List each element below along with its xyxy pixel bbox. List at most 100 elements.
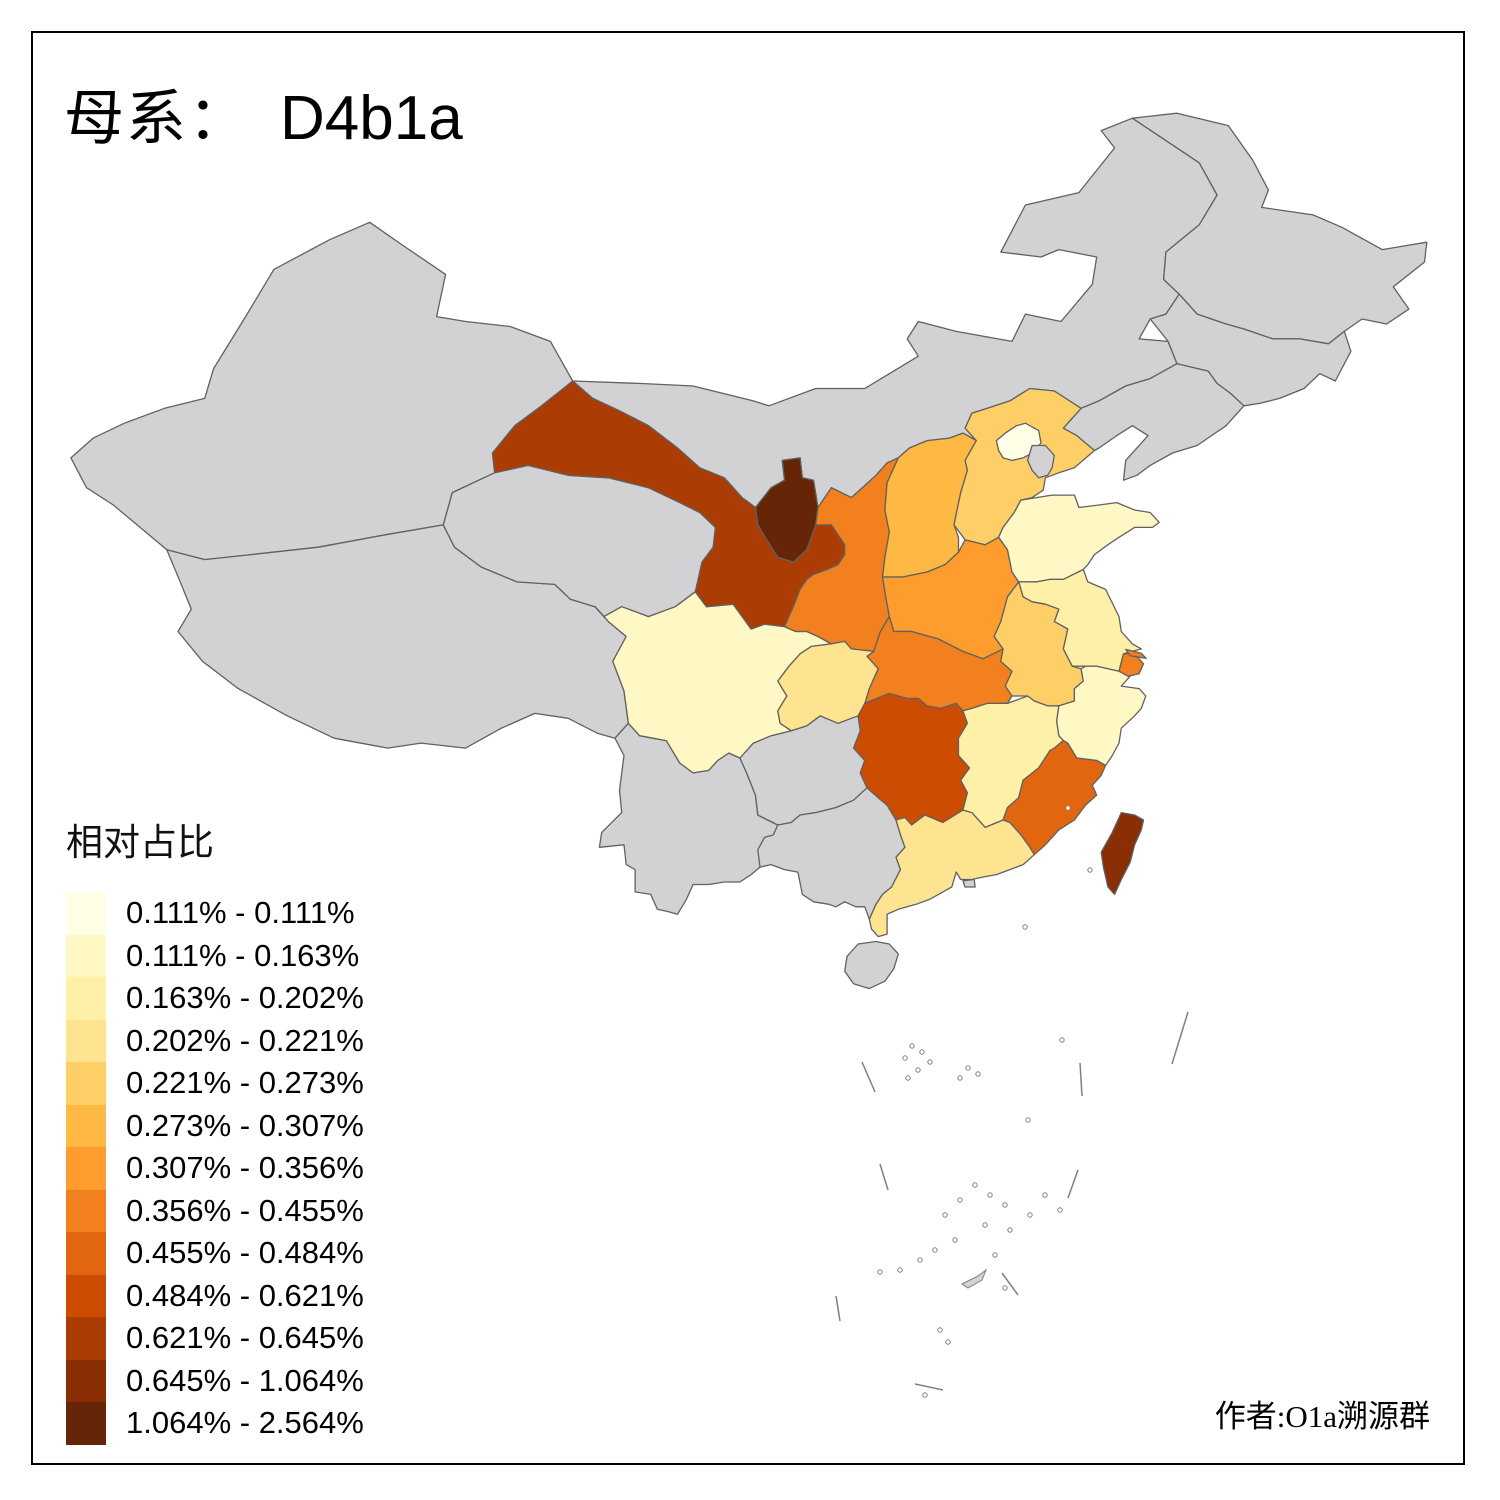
small-island [919, 1049, 925, 1055]
legend-label: 1.064% - 2.564% [126, 1405, 364, 1441]
sea-boundary-dash [914, 1383, 944, 1391]
small-island [982, 1222, 988, 1228]
small-island [877, 1269, 883, 1275]
sea-boundary-dash [835, 1295, 841, 1322]
legend-row: 0.111% - 0.163% [66, 934, 364, 977]
small-island [972, 1182, 978, 1188]
legend-swatch-11 [66, 1359, 106, 1402]
attribution-text: 作者:O1a溯源群 [1214, 1399, 1430, 1434]
legend-row: 0.202% - 0.221% [66, 1019, 364, 1062]
small-island [945, 1339, 951, 1345]
province-hebei [953, 387, 1096, 546]
legend-row: 0.307% - 0.356% [66, 1147, 364, 1190]
sea-boundary-dash [1001, 1272, 1019, 1296]
sea-boundary-dash [1171, 1011, 1189, 1065]
small-island [942, 1212, 948, 1218]
small-island [1042, 1192, 1048, 1198]
legend-swatch-8 [66, 1232, 106, 1275]
small-island [922, 1392, 928, 1398]
sea-boundary-dash [861, 1061, 876, 1093]
province-taiwan [1100, 811, 1145, 896]
small-island [897, 1267, 903, 1273]
province-chongqing [777, 640, 879, 732]
legend-label: 0.307% - 0.356% [126, 1150, 364, 1186]
small-island [1027, 1212, 1033, 1218]
small-island [957, 1075, 963, 1081]
small-island [937, 1327, 943, 1333]
legend-label: 0.645% - 1.064% [126, 1362, 364, 1398]
small-island [902, 1055, 908, 1061]
small-island [952, 1237, 958, 1243]
legend-row: 0.163% - 0.202% [66, 977, 364, 1020]
legend-label: 0.163% - 0.202% [126, 980, 364, 1016]
legend-swatch-6 [66, 1147, 106, 1190]
legend-rows: 0.111% - 0.111% 0.111% - 0.163% 0.163% - 0… [66, 892, 364, 1445]
legend-row: 0.356% - 0.455% [66, 1189, 364, 1232]
small-island [1002, 1202, 1008, 1208]
legend-swatch-10 [66, 1317, 106, 1360]
province-guangdong [868, 809, 1035, 938]
province-hainan [844, 940, 899, 990]
legend-row: 0.621% - 0.645% [66, 1317, 364, 1360]
legend-label: 0.111% - 0.111% [126, 895, 355, 931]
legend: 相对占比 0.111% - 0.111% 0.111% - 0.163% 0.163… [66, 812, 364, 1445]
small-island [975, 1071, 981, 1077]
small-island [905, 1075, 911, 1081]
legend-row: 0.484% - 0.621% [66, 1274, 364, 1317]
province-heilongjiang [1131, 112, 1428, 345]
legend-label: 0.202% - 0.221% [126, 1022, 364, 1058]
small-island [909, 1043, 915, 1049]
small-island [1022, 924, 1028, 930]
legend-label: 0.111% - 0.163% [126, 937, 360, 973]
small-island [1007, 1227, 1013, 1233]
legend-label: 0.221% - 0.273% [126, 1065, 364, 1101]
province-fujian [1002, 739, 1107, 856]
province-liaoning [1062, 363, 1245, 481]
sea-boundary-dash [1067, 1169, 1079, 1199]
legend-swatch-3 [66, 1019, 106, 1062]
small-island [1002, 1285, 1008, 1291]
small-island [1059, 1037, 1065, 1043]
legend-label: 0.356% - 0.455% [126, 1192, 364, 1228]
page-title: 母系： D4b1a [64, 70, 463, 157]
legend-label: 0.455% - 0.484% [126, 1235, 364, 1271]
title-haplogroup: D4b1a [280, 84, 463, 153]
legend-swatch-2 [66, 977, 106, 1020]
small-island [965, 1065, 971, 1071]
small-island [1057, 1207, 1063, 1213]
small-island [957, 1197, 963, 1203]
small-island [927, 1059, 933, 1065]
province-tianjin [1026, 444, 1055, 479]
province-jilin [1149, 293, 1352, 407]
sea-boundary-dash [879, 1163, 889, 1191]
outer-frame [31, 31, 1465, 1465]
small-island [932, 1247, 938, 1253]
legend-row: 0.221% - 0.273% [66, 1062, 364, 1105]
province-hongkong [962, 878, 976, 888]
small-island [987, 1192, 993, 1198]
sea-boundary-dash [1079, 1062, 1083, 1097]
grey-islet [961, 1268, 988, 1289]
legend-swatch-1 [66, 934, 106, 977]
legend-swatch-5 [66, 1104, 106, 1147]
legend-row: 0.273% - 0.307% [66, 1104, 364, 1147]
small-island [915, 1067, 921, 1073]
legend-label: 0.484% - 0.621% [126, 1277, 364, 1313]
small-island [1065, 805, 1071, 811]
legend-swatch-12 [66, 1402, 106, 1445]
legend-row: 0.645% - 1.064% [66, 1359, 364, 1402]
small-island [1087, 867, 1093, 873]
small-island [992, 1252, 998, 1258]
small-island [1025, 1117, 1031, 1123]
province-shanxi [881, 432, 977, 578]
legend-swatch-7 [66, 1189, 106, 1232]
legend-title: 相对占比 [66, 823, 214, 864]
province-chongming [1125, 648, 1147, 659]
legend-swatch-0 [66, 892, 106, 935]
legend-swatch-4 [66, 1062, 106, 1105]
legend-row: 1.064% - 2.564% [66, 1402, 364, 1445]
small-island [917, 1257, 923, 1263]
legend-swatch-9 [66, 1274, 106, 1317]
